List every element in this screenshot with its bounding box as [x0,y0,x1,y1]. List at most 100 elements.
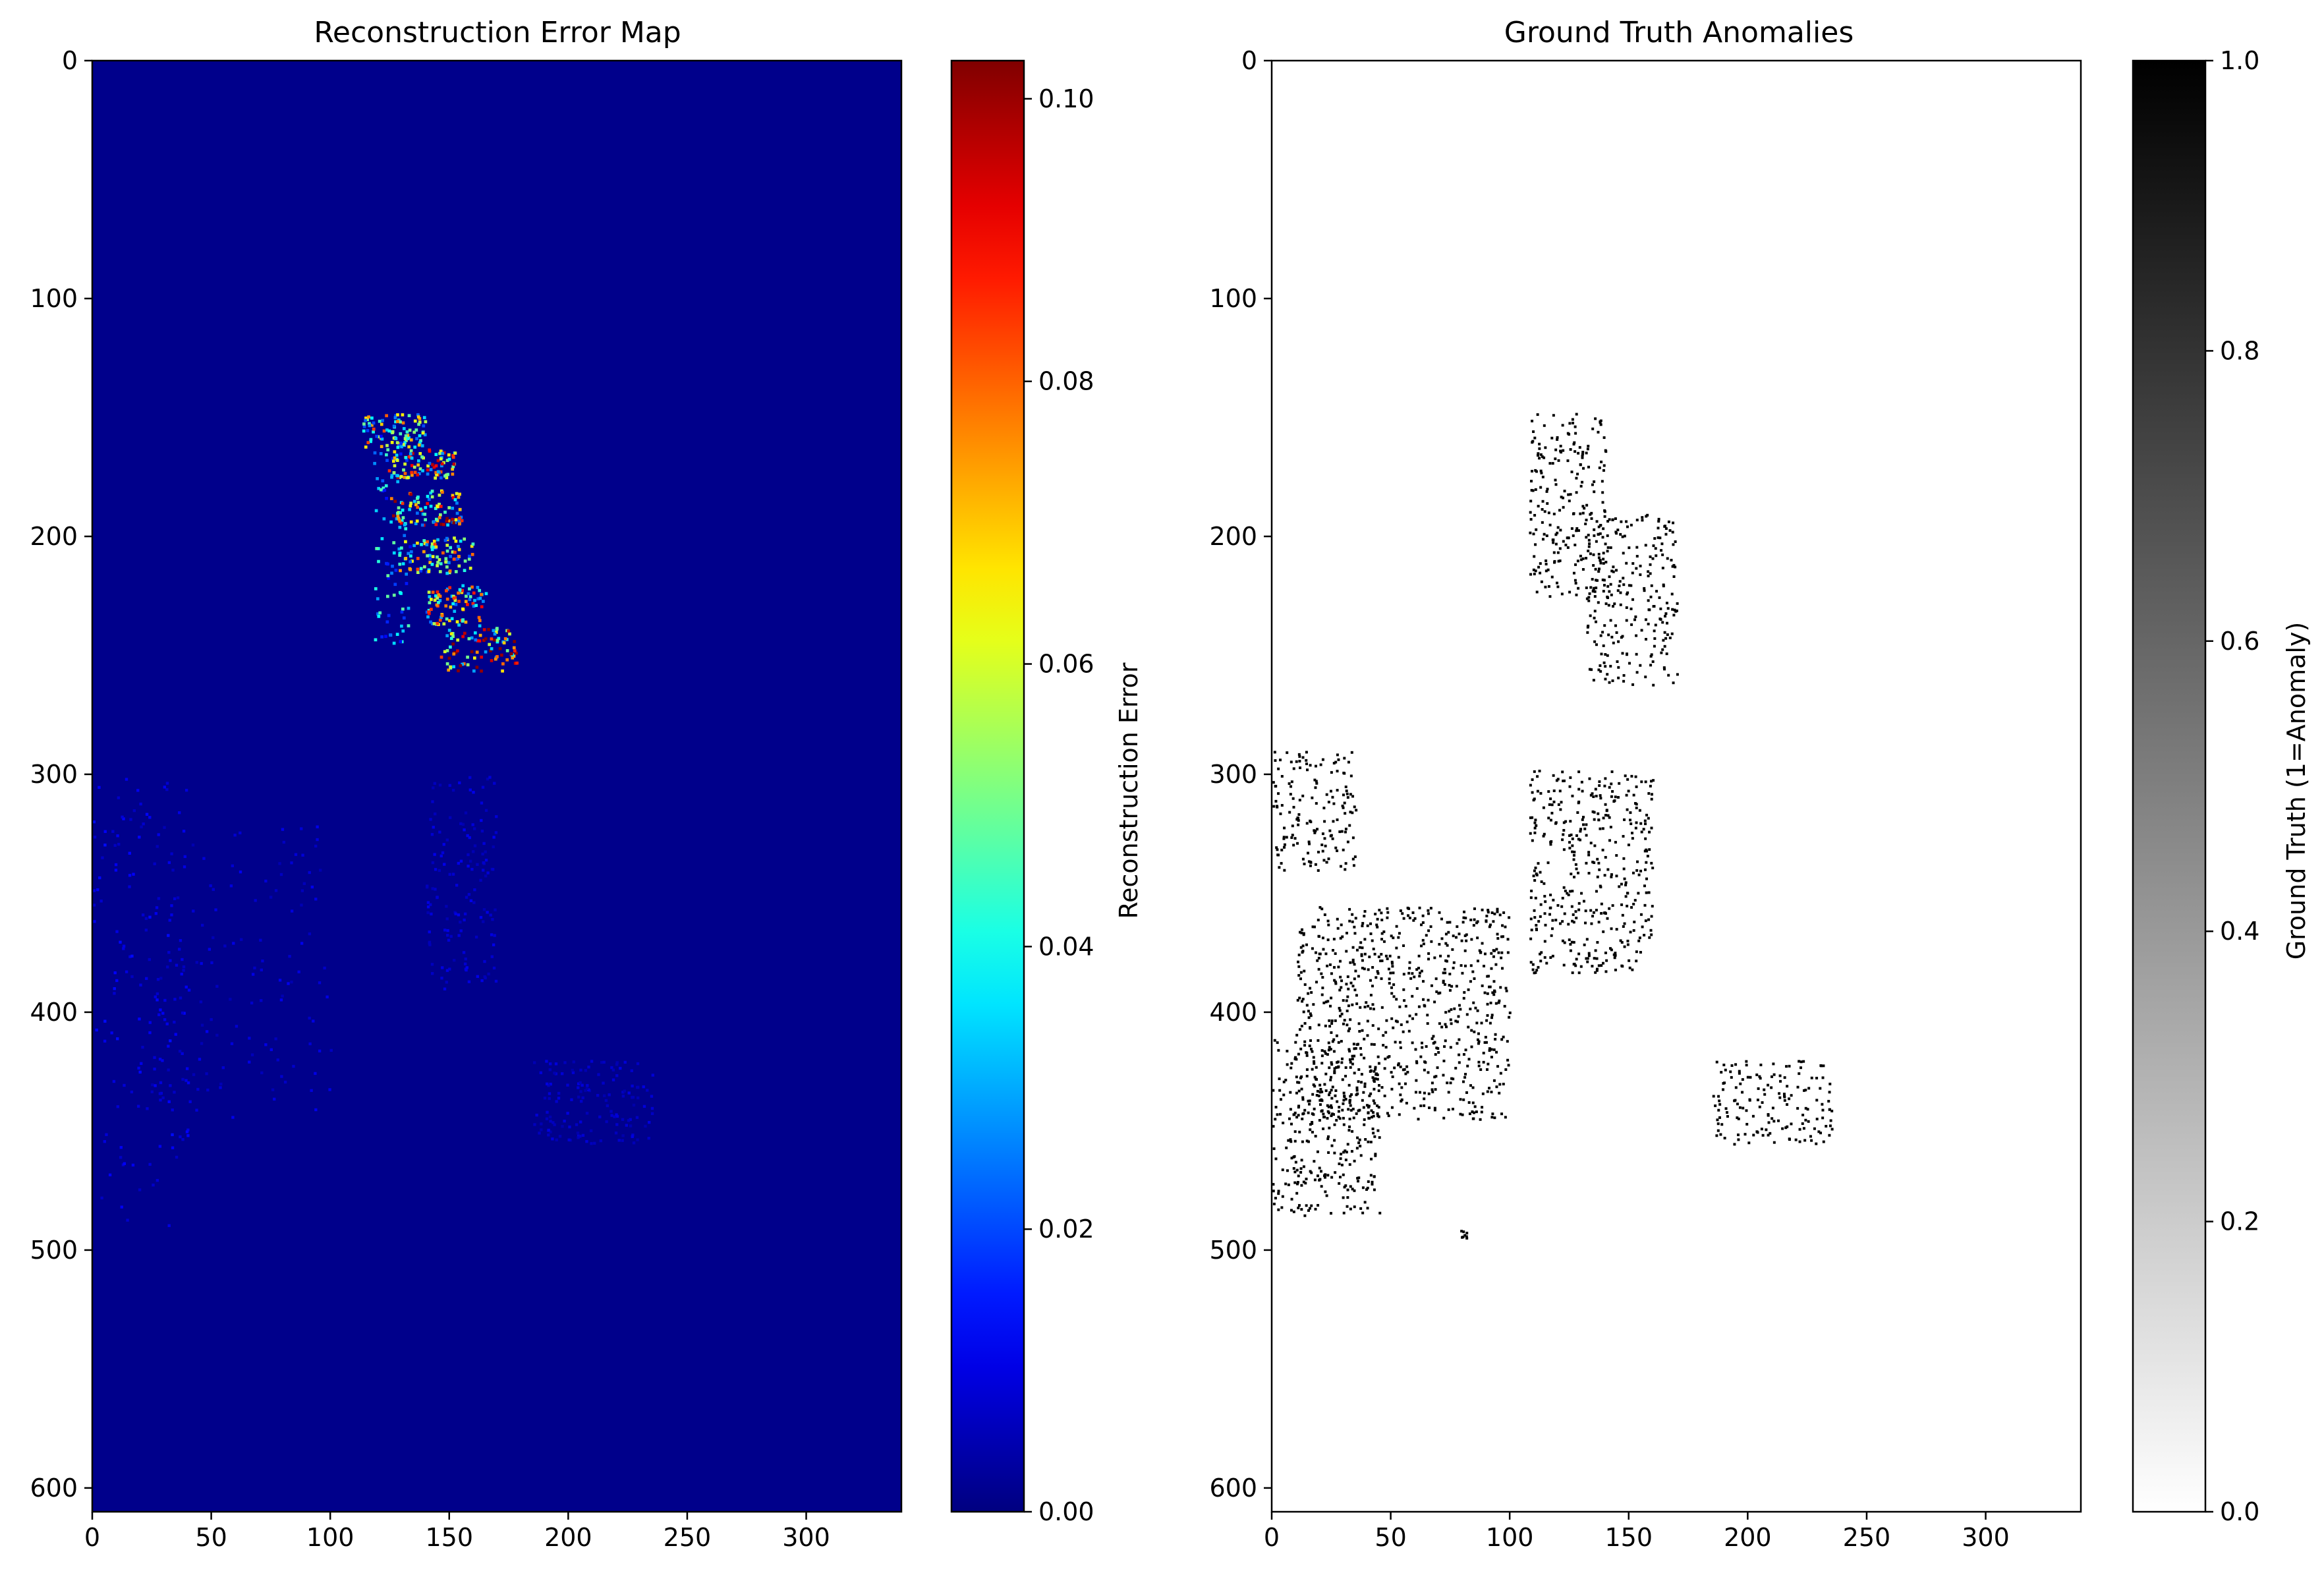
anomaly-pixel [1374,1154,1377,1157]
anomaly-pixel [1765,1128,1768,1132]
error-pixel [395,517,399,521]
anomaly-pixel [1599,827,1602,830]
anomaly-pixel [1542,834,1545,838]
anomaly-pixel [1474,1006,1477,1010]
anomaly-pixel [1798,1128,1801,1131]
error-pixel [394,420,397,424]
anomaly-pixel [1328,1019,1331,1022]
anomaly-pixel [1366,924,1369,927]
error-pixel [445,459,449,463]
error-pixel [447,453,451,457]
error-pixel [428,461,432,465]
error-pixel [385,453,388,457]
anomaly-pixel [1720,1123,1724,1126]
anomaly-pixel [1547,790,1550,793]
error-pixel [457,600,461,603]
error-pixel [451,496,455,500]
error-pixel [95,1028,98,1032]
anomaly-pixel [1387,1114,1390,1118]
error-pixel [398,551,402,555]
anomaly-pixel [1295,1033,1299,1037]
anomaly-pixel [1335,1118,1338,1122]
error-pixel [465,896,468,899]
anomaly-pixel [1313,1160,1316,1163]
error-pixel [200,961,203,965]
anomaly-pixel [1551,954,1554,958]
anomaly-pixel [1539,486,1543,489]
anomaly-pixel [1594,788,1597,791]
error-pixel [233,834,237,837]
error-pixel [420,542,423,546]
anomaly-pixel [1308,1207,1311,1210]
anomaly-pixel [1348,1163,1351,1166]
anomaly-pixel [1359,1145,1362,1148]
error-pixel [466,663,470,667]
anomaly-pixel [1494,1002,1498,1005]
error-pixel [404,540,407,544]
anomaly-pixel [1373,1043,1376,1046]
anomaly-pixel [1319,763,1322,766]
anomaly-pixel [1645,877,1648,880]
anomaly-pixel [1587,538,1591,542]
anomaly-pixel [1463,990,1466,994]
error-pixel [468,595,472,598]
error-pixel [445,549,449,553]
error-pixel [297,970,300,973]
anomaly-pixel [1320,1109,1324,1112]
anomaly-pixel [1632,793,1635,797]
anomaly-pixel [1323,1176,1326,1179]
anomaly-pixel [1635,806,1638,809]
anomaly-pixel [1344,827,1347,830]
error-pixel [403,523,407,527]
anomaly-pixel [1338,1162,1341,1166]
error-pixel [584,1089,587,1092]
anomaly-pixel [1635,671,1639,674]
anomaly-pixel [1301,857,1305,861]
anomaly-pixel [1294,1041,1297,1044]
error-pixel [439,523,443,526]
anomaly-pixel [1313,831,1317,834]
anomaly-pixel [1631,598,1634,601]
error-pixel [205,1030,209,1033]
error-pixel [184,1079,188,1082]
y-tick-label: 100 [1209,284,1257,313]
anomaly-pixel [1490,1016,1493,1019]
anomaly-pixel [1572,858,1575,861]
anomaly-pixel [1530,929,1533,932]
anomaly-pixel [1591,578,1594,581]
anomaly-pixel [1585,861,1588,865]
anomaly-pixel [1347,1004,1350,1008]
anomaly-pixel [1490,1014,1494,1017]
error-pixel [370,416,374,420]
anomaly-pixel [1545,490,1548,493]
anomaly-pixel [1366,1186,1369,1190]
error-pixel [547,1133,550,1137]
anomaly-pixel [1579,484,1583,488]
anomaly-pixel [1587,851,1591,854]
error-pixel [420,455,424,459]
anomaly-pixel [1508,1011,1512,1014]
error-pixel [419,569,422,573]
anomaly-pixel [1322,807,1326,810]
anomaly-pixel [1281,1195,1284,1198]
anomaly-pixel [1540,471,1543,474]
anomaly-pixel [1479,1118,1482,1121]
anomaly-pixel [1443,967,1446,971]
error-pixel [375,434,379,438]
anomaly-pixel [1534,543,1537,546]
error-pixel [493,638,496,642]
error-pixel [397,444,401,447]
anomaly-pixel [1535,928,1538,931]
anomaly-pixel [1606,585,1610,588]
anomaly-pixel [1592,679,1595,682]
anomaly-pixel [1601,536,1604,539]
error-pixel [443,863,446,866]
anomaly-pixel [1532,875,1535,878]
error-pixel [580,1100,583,1103]
anomaly-pixel [1420,944,1423,948]
anomaly-pixel [1309,864,1312,867]
anomaly-pixel [1298,760,1301,763]
error-pixel [470,650,474,654]
anomaly-pixel [1600,460,1603,463]
error-pixel [423,433,427,437]
